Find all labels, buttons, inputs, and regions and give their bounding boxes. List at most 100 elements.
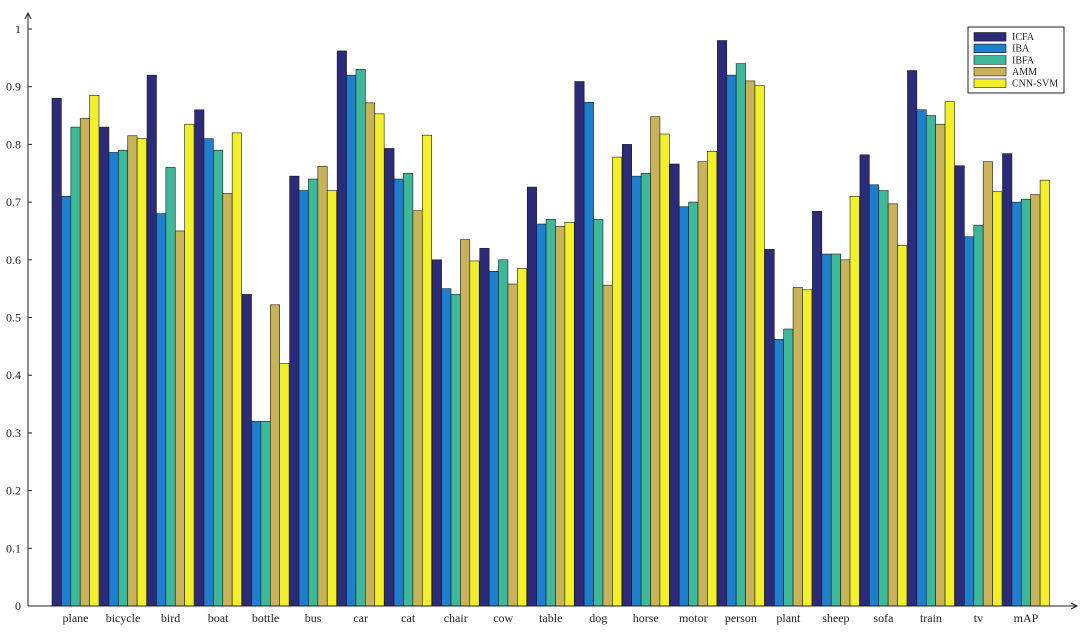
bar-amm-bicycle bbox=[127, 135, 138, 607]
legend-label-icfa: ICFA bbox=[1012, 32, 1035, 43]
bar-icfa-horse bbox=[621, 144, 632, 607]
y-ticks-group: 0 0.1 0.2 0.3 0.4 0.5 0.6 0.7 0.8 0.9 1 bbox=[6, 22, 32, 613]
y-tick-label: 0.6 bbox=[6, 253, 21, 267]
bar-ibfa-person bbox=[735, 63, 746, 607]
legend-label-amm: AMM bbox=[1012, 67, 1037, 78]
bar-amm-cat bbox=[412, 210, 423, 607]
bar-iba-table bbox=[536, 223, 547, 607]
bar-amm-horse bbox=[650, 116, 661, 607]
bar-cnn-svm-motor bbox=[707, 151, 718, 607]
bar-amm-sofa bbox=[887, 203, 898, 607]
legend-label-ibfa: IBFA bbox=[1012, 55, 1035, 66]
bar-ibfa-car bbox=[355, 69, 366, 607]
bar-iba-map bbox=[1011, 201, 1022, 607]
y-tick-label: 0.2 bbox=[6, 484, 21, 498]
bar-iba-tv bbox=[964, 236, 975, 607]
bar-iba-motor bbox=[678, 206, 689, 607]
bar-icfa-bottle bbox=[241, 294, 252, 607]
bar-ibfa-tv bbox=[973, 224, 984, 607]
x-tick-label-person: person bbox=[725, 611, 757, 625]
bar-amm-car bbox=[365, 102, 376, 607]
bar-ibfa-bird bbox=[165, 167, 176, 607]
bar-iba-car bbox=[346, 74, 357, 607]
x-tick-label-chair: chair bbox=[444, 611, 468, 625]
bar-iba-boat bbox=[203, 138, 214, 607]
x-tick-label-sheep: sheep bbox=[822, 611, 849, 625]
x-tick-label-boat: boat bbox=[208, 611, 229, 625]
bar-ibfa-cat bbox=[403, 172, 414, 607]
x-tick-label-train: train bbox=[920, 611, 942, 625]
legend-swatch-iba bbox=[973, 43, 1007, 53]
bar-icfa-chair bbox=[431, 259, 442, 607]
bar-iba-chair bbox=[441, 288, 452, 607]
bar-cnn-svm-map bbox=[1039, 179, 1050, 607]
bar-ibfa-motor bbox=[688, 201, 699, 607]
x-tick-label-bus: bus bbox=[305, 611, 322, 625]
bar-ibfa-sheep bbox=[830, 253, 841, 607]
bar-iba-dog bbox=[583, 101, 594, 607]
bar-icfa-bird bbox=[146, 74, 157, 607]
bar-amm-plant bbox=[792, 287, 803, 607]
bar-iba-person bbox=[726, 74, 737, 607]
bar-cnn-svm-sofa bbox=[897, 245, 908, 607]
bar-cnn-svm-cat bbox=[421, 134, 432, 607]
bar-amm-bird bbox=[174, 230, 185, 607]
legend-swatch-cnn-svm bbox=[973, 78, 1007, 88]
x-axis-arrow-icon bbox=[1070, 602, 1079, 610]
bar-icfa-bus bbox=[289, 175, 300, 607]
bar-amm-bottle bbox=[269, 304, 280, 607]
bar-cnn-svm-train bbox=[944, 101, 955, 607]
bar-ibfa-bicycle bbox=[118, 149, 129, 607]
x-tick-label-motor: motor bbox=[679, 611, 708, 625]
bar-cnn-svm-chair bbox=[469, 260, 480, 607]
x-tick-label-cat: cat bbox=[401, 611, 416, 625]
bar-iba-bicycle bbox=[108, 152, 119, 607]
bar-icfa-sheep bbox=[812, 211, 823, 607]
bar-amm-boat bbox=[222, 193, 233, 607]
bar-ibfa-chair bbox=[450, 294, 461, 607]
y-tick-label: 1 bbox=[15, 22, 21, 36]
bar-cnn-svm-dog bbox=[612, 156, 623, 607]
bar-amm-chair bbox=[460, 239, 471, 607]
y-tick-label: 0.3 bbox=[6, 426, 21, 440]
legend-label-iba: IBA bbox=[1012, 44, 1030, 55]
bar-cnn-svm-bottle bbox=[279, 363, 290, 607]
bar-icfa-plane bbox=[51, 97, 62, 607]
x-tick-label-table: table bbox=[539, 611, 562, 625]
bar-cnn-svm-tv bbox=[992, 191, 1003, 607]
bar-cnn-svm-cow bbox=[517, 268, 528, 607]
bar-iba-sofa bbox=[869, 184, 880, 607]
bar-iba-sheep bbox=[821, 253, 832, 607]
bar-ibfa-plant bbox=[783, 328, 794, 607]
bar-iba-cow bbox=[488, 271, 499, 607]
x-tick-label-cow: cow bbox=[493, 611, 513, 625]
bar-amm-person bbox=[745, 80, 756, 607]
bar-amm-bus bbox=[317, 166, 328, 607]
bar-cnn-svm-table bbox=[564, 221, 575, 607]
bar-iba-plant bbox=[773, 339, 784, 607]
y-tick-label: 0.5 bbox=[6, 311, 21, 325]
bar-icfa-tv bbox=[954, 165, 965, 607]
bar-icfa-cat bbox=[384, 148, 395, 607]
bar-iba-bird bbox=[156, 213, 167, 607]
bar-amm-map bbox=[1030, 194, 1041, 607]
bar-ibfa-bus bbox=[308, 178, 319, 607]
bar-amm-dog bbox=[602, 284, 613, 607]
x-tick-label-car: car bbox=[353, 611, 368, 625]
x-tick-label-bird: bird bbox=[161, 611, 180, 625]
bar-iba-bottle bbox=[251, 421, 262, 607]
bar-ibfa-plane bbox=[70, 126, 81, 607]
legend-label-cnn-svm: CNN-SVM bbox=[1012, 79, 1058, 90]
bar-icfa-train bbox=[907, 70, 918, 607]
x-tick-label-tv: tv bbox=[974, 611, 983, 625]
bar-ibfa-boat bbox=[213, 149, 224, 607]
bar-icfa-plant bbox=[764, 249, 775, 607]
bar-cnn-svm-boat bbox=[231, 132, 242, 607]
bar-cnn-svm-plant bbox=[802, 289, 813, 607]
bar-cnn-svm-car bbox=[374, 113, 385, 607]
y-tick-label: 0.1 bbox=[6, 541, 21, 555]
bar-amm-train bbox=[935, 123, 946, 607]
